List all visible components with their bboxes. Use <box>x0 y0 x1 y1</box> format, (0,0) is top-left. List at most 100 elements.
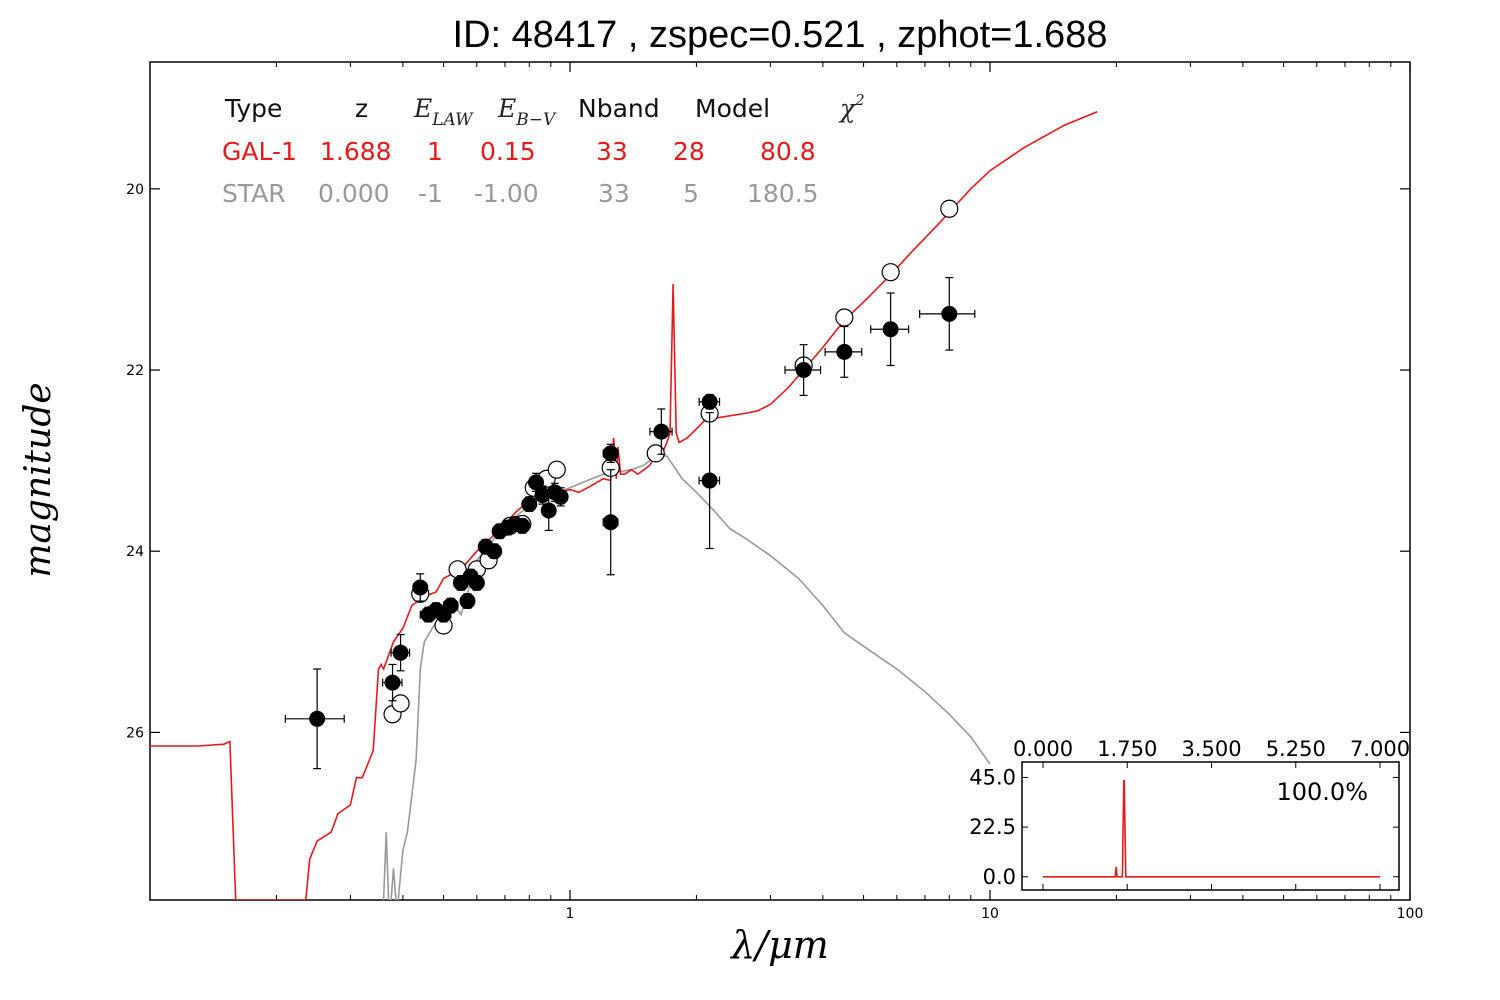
observed-point <box>534 485 551 505</box>
galaxy-model-line <box>150 111 1098 900</box>
star-model-line <box>382 455 991 900</box>
legend-star-chi2: 180.5 <box>747 179 819 208</box>
observed-point <box>698 393 721 410</box>
observed-point <box>514 517 531 534</box>
observed-marker <box>384 674 401 691</box>
legend-gal-type: GAL-1 <box>222 137 297 166</box>
legend-row-galaxy: GAL-1 1.688 1 0.15 33 28 80.8 <box>222 137 816 166</box>
legend-header-type: Type <box>224 94 282 123</box>
model-curves <box>150 111 1098 900</box>
observed-point <box>602 469 619 576</box>
observed-point <box>486 543 503 560</box>
observed-marker <box>486 543 503 560</box>
pdz-curve <box>1043 780 1380 878</box>
model-magnitude-point <box>646 444 665 463</box>
inset-background <box>1021 761 1400 891</box>
observed-marker <box>701 472 718 489</box>
legend-header-z: z <box>355 94 368 123</box>
model-magnitude-point <box>940 199 959 218</box>
axis-ticks: 1 10 100 20 22 24 26 <box>126 62 1423 922</box>
pdz-inset: 0.000 1.750 3.500 5.250 7.000 0.0 22.5 45.0 100… <box>969 737 1410 891</box>
fit-legend-table: Type z ELAW EB−V Nband Model χ2 GAL-1 1.… <box>222 91 865 208</box>
observed-marker <box>468 574 485 591</box>
observed-point <box>870 292 910 367</box>
legend-gal-elaw: 1 <box>427 137 443 166</box>
observed-point <box>552 487 569 507</box>
legend-star-elaw: -1 <box>418 179 443 208</box>
inset-y-tick-label: 45.0 <box>969 765 1016 789</box>
observed-point <box>412 573 429 602</box>
legend-header-chi2-base: χ <box>838 94 857 123</box>
data-points <box>284 199 976 770</box>
observed-marker <box>941 305 958 322</box>
observed-marker <box>459 593 476 610</box>
legend-star-model: 5 <box>683 179 699 208</box>
inset-x-tick-label: 7.000 <box>1350 737 1410 761</box>
observed-point <box>459 593 476 610</box>
observed-marker <box>552 488 569 505</box>
observed-point <box>919 277 976 351</box>
legend-star-nband: 33 <box>598 179 630 208</box>
model-magnitude-point <box>391 694 410 713</box>
observed-marker <box>882 321 899 338</box>
legend-star-z: 0.000 <box>318 179 390 208</box>
observed-marker <box>653 423 670 440</box>
y-axis-label: magnitude <box>18 382 59 577</box>
observed-point <box>390 633 411 672</box>
observed-marker <box>602 445 619 462</box>
inset-x-tick-label: 5.250 <box>1266 737 1326 761</box>
legend-header-ebv: EB−V <box>497 94 557 130</box>
model-magnitude-point <box>547 460 566 479</box>
legend-gal-model: 28 <box>673 137 705 166</box>
legend-header-chi2-sup: 2 <box>854 91 865 109</box>
inset-ticks: 0.000 1.750 3.500 5.250 7.000 0.0 22.5 45.0 <box>969 737 1410 890</box>
model-magnitude-point <box>881 263 900 282</box>
x-tick-label: 100 <box>1397 906 1424 922</box>
legend-header-elaw-sub: LAW <box>431 110 474 130</box>
inset-probability-label: 100.0% <box>1276 778 1368 806</box>
y-tick-label: 22 <box>126 363 144 379</box>
legend-header-ebv-base: E <box>497 94 516 123</box>
x-tick-label: 10 <box>981 906 999 922</box>
observed-marker <box>602 514 619 531</box>
model-magnitude-point <box>835 308 854 327</box>
observed-point <box>382 663 403 702</box>
plot-frame <box>149 61 1411 901</box>
observed-point <box>442 597 459 614</box>
page-title: ID: 48417 , zspec=0.521 , zphot=1.688 <box>452 14 1108 56</box>
x-axis-label: λ/μm <box>729 923 829 967</box>
legend-star-ebv: -1.00 <box>474 179 539 208</box>
observed-marker <box>540 502 557 519</box>
observed-marker <box>795 362 812 379</box>
legend-header-model: Model <box>695 94 770 123</box>
legend-header-elaw-base: E <box>413 94 432 123</box>
legend-star-type: STAR <box>222 179 286 208</box>
observed-marker <box>392 644 409 661</box>
observed-point <box>824 325 863 378</box>
y-tick-label: 20 <box>126 182 144 198</box>
inset-y-tick-label: 22.5 <box>969 815 1016 839</box>
legend-gal-nband: 33 <box>596 137 628 166</box>
legend-gal-chi2: 80.8 <box>760 137 816 166</box>
legend-gal-z: 1.688 <box>320 137 392 166</box>
y-tick-label: 26 <box>126 725 144 741</box>
legend-header-chi2: χ2 <box>838 91 865 123</box>
inset-x-tick-label: 3.500 <box>1181 737 1241 761</box>
observed-point <box>649 408 673 455</box>
observed-marker <box>442 597 459 614</box>
inset-x-tick-label: 0.000 <box>1013 737 1073 761</box>
observed-marker <box>309 710 326 727</box>
inset-x-tick-label: 1.750 <box>1097 737 1157 761</box>
observed-point <box>784 344 822 396</box>
observed-point <box>468 574 485 591</box>
observed-marker <box>836 343 853 360</box>
observed-point <box>284 668 345 770</box>
legend-gal-ebv: 0.15 <box>480 137 536 166</box>
observed-marker <box>701 393 718 410</box>
legend-row-star: STAR 0.000 -1 -1.00 33 5 180.5 <box>222 179 819 208</box>
observed-marker <box>412 579 429 596</box>
observed-point <box>521 496 538 513</box>
x-tick-label: 1 <box>566 906 575 922</box>
observed-point <box>698 412 721 550</box>
legend-header-elaw: ELAW <box>413 94 474 130</box>
